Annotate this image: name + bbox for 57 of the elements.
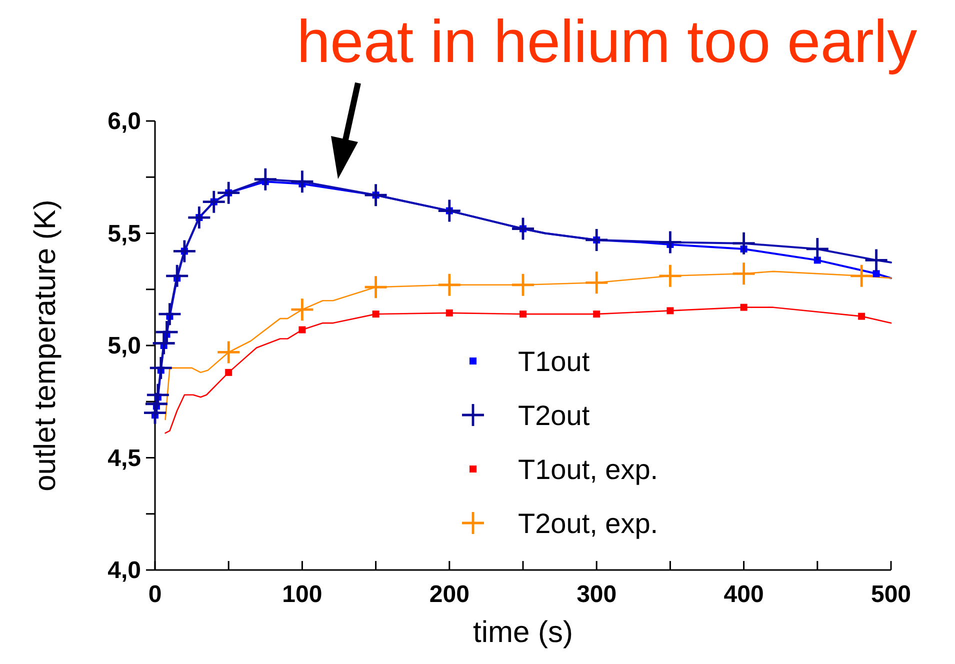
point [146,384,169,406]
point [586,228,608,251]
point [364,184,387,206]
legend-label: T2out [518,400,590,431]
point [438,274,460,296]
point [666,307,674,314]
point [364,276,387,298]
point [586,272,608,294]
point [298,326,306,334]
point [218,341,240,364]
point [158,303,181,326]
point [438,200,460,222]
point [732,262,755,285]
point [872,270,880,278]
point [152,332,175,354]
point [593,310,600,318]
point [740,304,748,311]
y-tick-label: 4,5 [108,444,141,472]
point [291,170,314,193]
point [173,240,196,262]
y-tick-label: 5,5 [108,220,141,248]
y-tick-label: 6,0 [108,108,141,135]
chart-title: heat in helium too early [296,8,918,75]
point [512,274,534,296]
point [659,264,682,287]
point [150,356,172,379]
point [732,232,755,254]
point [806,238,828,260]
point [254,168,276,190]
legend-label: T2out, exp. [518,508,658,539]
point [520,310,526,318]
legend-label: T1out, exp. [518,454,658,485]
x-tick-label: 100 [282,581,322,608]
x-tick-label: 200 [429,581,470,608]
x-axis-title: time (s) [473,616,573,649]
y-tick-label: 5,0 [108,332,141,360]
point [850,264,873,287]
point [202,190,225,213]
x-tick-label: 500 [870,581,912,608]
x-tick-label: 400 [724,581,764,608]
x-tick-label: 300 [576,581,617,608]
point [858,312,866,320]
y-tick-label: 4,0 [108,557,141,584]
point [166,264,188,287]
point [372,310,380,318]
point [512,218,534,240]
point [188,206,210,229]
point [659,231,682,254]
point [156,321,178,344]
point [446,309,453,316]
point [865,249,888,272]
legend-label: T1out [518,346,590,377]
point [225,368,232,376]
point [291,298,314,321]
point [218,182,240,204]
x-tick-label: 0 [148,581,162,608]
y-axis-title: outlet temperature (K) [29,200,62,492]
